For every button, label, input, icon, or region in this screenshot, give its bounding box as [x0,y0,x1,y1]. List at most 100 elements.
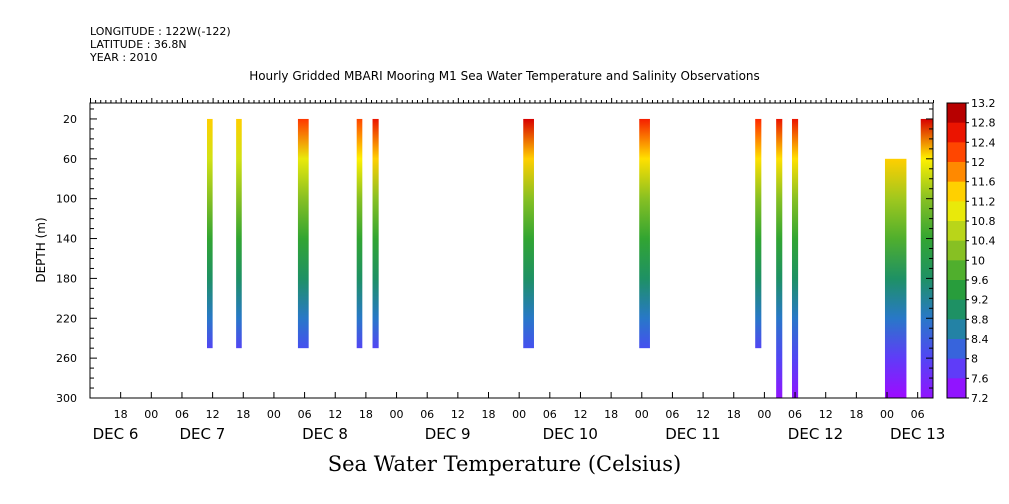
colorbar-label: 9.6 [971,274,989,287]
x-tick-label: 06 [911,408,925,421]
x-day-label: DEC 6 [93,425,139,443]
x-tick-label: 18 [604,408,618,421]
colorbar-label: 7.2 [971,392,989,405]
temperature-column [776,118,783,398]
y-tick-label: 260 [56,352,77,365]
chart-title: Hourly Gridded MBARI Mooring M1 Sea Wate… [249,69,760,83]
x-tick-label: 06 [420,408,434,421]
temperature-column [791,118,799,398]
colorbar-label: 10.8 [971,215,996,228]
colorbar-swatch [947,221,966,242]
colorbar-swatch [947,142,966,163]
colorbar-label: 11.6 [971,176,996,189]
colorbar-swatch [947,103,966,124]
colorbar-label: 13.2 [971,97,996,110]
x-tick-label: 18 [482,408,496,421]
colorbar-swatch [947,122,966,143]
x-tick-label: 18 [727,408,741,421]
x-day-label: DEC 9 [425,425,471,443]
colorbar-label: 12 [971,156,985,169]
data-columns [206,118,933,398]
x-tick-label: 06 [788,408,802,421]
temperature-column [236,118,242,349]
x-axis-label: Sea Water Temperature (Celsius) [327,452,682,476]
y-tick-label: 100 [56,193,77,206]
x-tick-label: 00 [144,408,158,421]
colorbar-label: 8.8 [971,313,989,326]
colorbar-label: 12.8 [971,117,996,130]
x-day-label: DEC 10 [543,425,598,443]
x-tick-label: 00 [267,408,281,421]
x-tick-label: 06 [543,408,557,421]
x-day-label: DEC 11 [665,425,720,443]
x-day-label: DEC 7 [179,425,225,443]
x-tick-label: 18 [849,408,863,421]
plot-frame [89,98,934,399]
colorbar-swatch [947,162,966,183]
colorbar-swatch [947,319,966,340]
longitude-label: LONGITUDE : 122W(-122) [90,25,231,38]
x-tick-label: 12 [328,408,342,421]
x-day-label: DEC 8 [302,425,348,443]
colorbar-label: 12.4 [971,136,996,149]
colorbar-swatch [947,299,966,320]
x-tick-label: 18 [236,408,250,421]
plot-border [89,102,934,399]
x-tick-label: 12 [696,408,710,421]
x-tick-label: 18 [359,408,373,421]
colorbar-label: 10 [971,254,985,267]
y-tick-label: 300 [56,392,77,405]
x-tick-label: 12 [451,408,465,421]
colorbar-swatch [947,260,966,281]
x-tick-label: 06 [175,408,189,421]
colorbar-swatch [947,358,966,379]
x-day-label: DEC 12 [788,425,843,443]
colorbar-label: 8 [971,353,978,366]
y-tick-label: 60 [63,153,77,166]
temperature-column [920,118,933,398]
colorbar-label: 7.6 [971,372,989,385]
temperature-column [372,118,379,349]
x-tick-label: 00 [390,408,404,421]
colorbar-label: 10.4 [971,235,996,248]
y-tick-label: 180 [56,272,77,285]
year-label: YEAR : 2010 [90,51,158,64]
colorbar-swatch [947,181,966,202]
x-tick-label: 12 [573,408,587,421]
y-tick-label: 20 [63,113,77,126]
y-tick-label: 220 [56,312,77,325]
colorbar-swatch [947,240,966,261]
y-tick-label: 140 [56,233,77,246]
x-tick-label: 00 [880,408,894,421]
latitude-label: LATITUDE : 36.8N [90,38,187,51]
colorbar-swatch [947,280,966,301]
x-tick-label: 12 [819,408,833,421]
x-day-label: DEC 13 [890,425,945,443]
x-tick-label: 18 [114,408,128,421]
colorbar-swatch [947,201,966,222]
temperature-column [206,118,213,349]
colorbar: 13.2 12.8 12.4 12 11.6 11.2 10.8 10.4 10 9.6 9.2 8.… [946,97,996,405]
x-tick-label: 00 [757,408,771,421]
temperature-column [884,158,907,398]
temperature-column [523,118,534,349]
y-axis-label: DEPTH (m) [34,217,48,282]
x-tick-label: 12 [206,408,220,421]
colorbar-border [946,102,967,399]
colorbar-label: 11.2 [971,195,996,208]
x-tick-label: 00 [635,408,649,421]
temperature-column [356,118,363,349]
colorbar-swatch [947,339,966,360]
y-axis: 20 60 100 140 180 220 260 300 [56,108,933,405]
x-tick-label: 06 [665,408,679,421]
temperature-column [297,118,309,349]
x-tick-label: 06 [298,408,312,421]
x-tick-label: 00 [512,408,526,421]
colorbar-label: 9.2 [971,294,989,307]
x-axis: 18 00 06 12 18 00 06 12 18 00 06 12 18 00 06 12 18 00 06 12… [93,392,945,443]
temperature-column [755,118,762,349]
colorbar-swatch [947,378,966,399]
colorbar-label: 8.4 [971,333,989,346]
temperature-column [639,118,650,349]
